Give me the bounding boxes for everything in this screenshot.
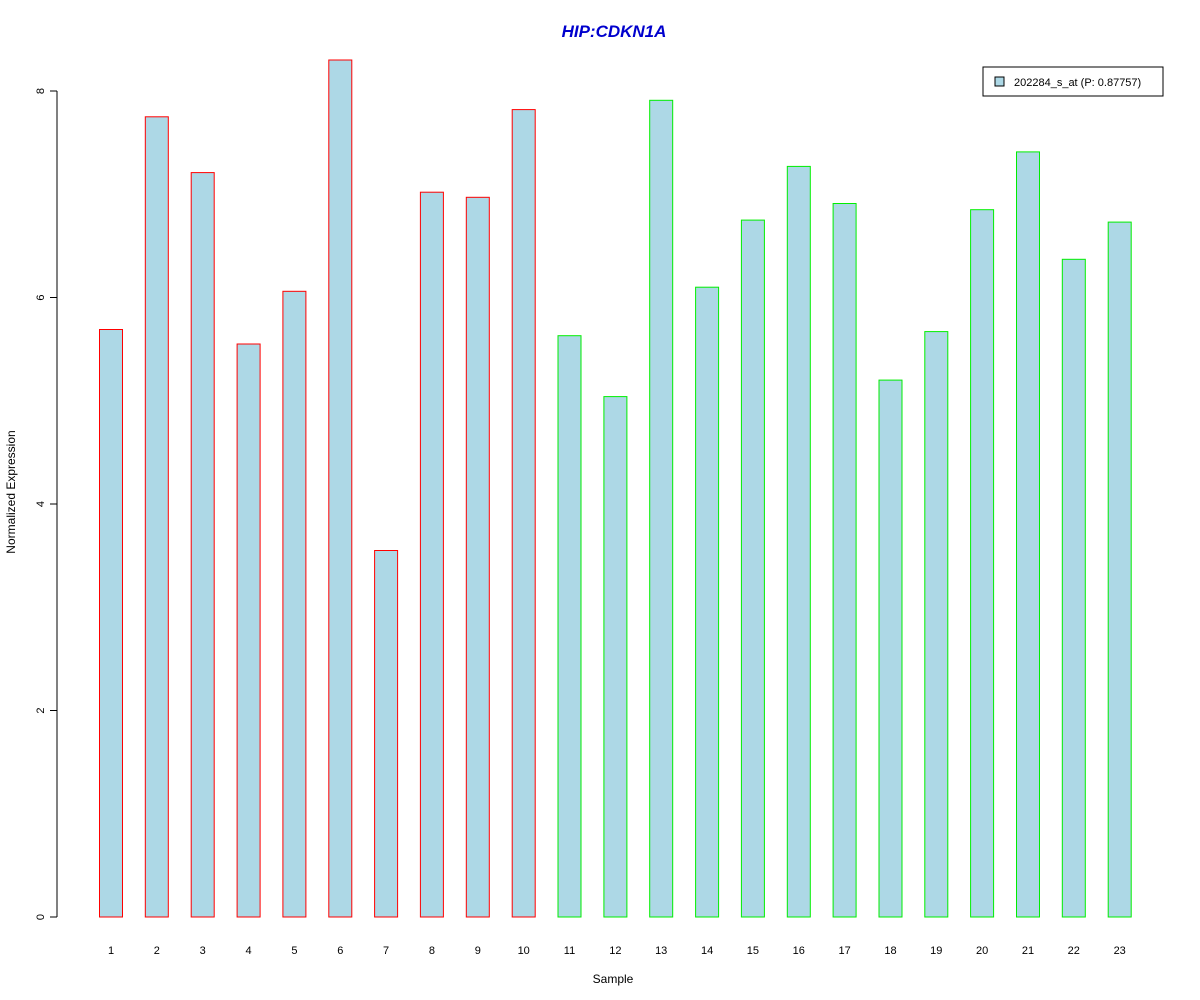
x-tick-label: 18: [884, 945, 896, 957]
bar-sample-7: [374, 550, 399, 918]
x-tick-labels: 1 2 3 4 5 6 7 8 9 10 11 12 13 14 15 16 17 18 19 20 21 22 23: [108, 945, 1126, 957]
x-tick-label: 23: [1114, 945, 1126, 957]
x-tick-label: 6: [337, 945, 343, 957]
y-axis-label: Normalized Expression: [4, 430, 18, 553]
legend-entry: 202284_s_at (P: 0.87757): [1014, 77, 1141, 89]
bar-sample-13: [649, 99, 674, 918]
bar-sample-21: [1016, 151, 1040, 918]
chart-title: HIP:CDKN1A: [562, 22, 667, 41]
x-tick-label: 7: [383, 945, 389, 957]
bar-sample-3: [190, 172, 215, 918]
x-tick-label: 4: [246, 945, 252, 957]
bars: [99, 59, 1132, 918]
x-tick-label: 19: [930, 945, 942, 957]
bar-sample-22: [1061, 258, 1086, 918]
bar-sample-18: [878, 379, 903, 918]
bar-sample-1: [99, 329, 123, 918]
bar-sample-5: [282, 290, 307, 918]
x-tick-label: 8: [429, 945, 435, 957]
x-axis-label: Sample: [593, 972, 634, 986]
bar-sample-6: [328, 59, 353, 918]
bar-sample-2: [144, 116, 169, 918]
x-tick-label: 21: [1022, 945, 1034, 957]
legend-swatch: [994, 76, 1005, 87]
x-tick-label: 14: [701, 945, 713, 957]
bar-sample-10: [511, 109, 536, 918]
legend: 202284_s_at (P: 0.87757): [982, 66, 1164, 97]
x-tick-label: 3: [200, 945, 206, 957]
x-tick-label: 11: [564, 945, 575, 957]
x-tick-label: 2: [154, 945, 160, 957]
x-tick-label: 15: [747, 945, 759, 957]
x-tick-label: 1: [108, 945, 114, 957]
x-tick-label: 16: [793, 945, 805, 957]
bar-sample-9: [465, 196, 490, 918]
x-tick-label: 10: [518, 945, 530, 957]
x-tick-label: 17: [838, 945, 850, 957]
bar-sample-8: [419, 191, 444, 918]
bar-sample-17: [832, 203, 857, 918]
y-tick-label: 6: [35, 294, 47, 300]
bar-sample-20: [970, 209, 995, 918]
bar-sample-14: [695, 286, 720, 918]
y-tick-label: 8: [35, 88, 47, 94]
bar-sample-12: [603, 396, 628, 918]
y-tick-label: 0: [35, 914, 47, 920]
x-tick-label: 9: [475, 945, 481, 957]
y-axis: 0 2 4 6 8: [35, 88, 58, 920]
x-tick-label: 5: [291, 945, 297, 957]
bar-sample-23: [1107, 221, 1132, 918]
bar-sample-19: [924, 331, 949, 918]
y-tick-label: 2: [35, 707, 47, 713]
x-tick-label: 22: [1068, 945, 1080, 957]
bar-sample-16: [786, 165, 811, 918]
bar-sample-15: [740, 219, 765, 918]
x-tick-label: 13: [655, 945, 667, 957]
x-tick-label: 20: [976, 945, 988, 957]
bar-sample-11: [557, 335, 582, 918]
x-tick-label: 12: [609, 945, 621, 957]
legend-box: [982, 66, 1164, 97]
y-tick-label: 4: [35, 501, 47, 507]
bar-sample-4: [236, 343, 261, 918]
